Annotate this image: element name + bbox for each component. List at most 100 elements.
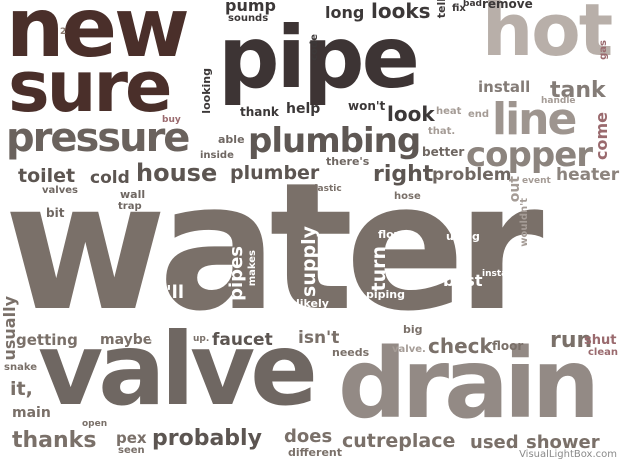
word-old: old bbox=[571, 290, 606, 314]
word-bad: bad bbox=[463, 0, 482, 9]
word-come: come bbox=[592, 112, 611, 160]
word-pipes: pipes bbox=[226, 246, 247, 301]
word-isnt: isn't bbox=[298, 328, 340, 348]
word-theres: there's bbox=[326, 155, 370, 168]
word-trap: trap bbox=[118, 201, 142, 212]
word-buy: buy bbox=[162, 115, 181, 125]
word-shower: shower bbox=[526, 432, 600, 453]
word-check: check bbox=[428, 334, 493, 358]
word-look: look bbox=[387, 102, 435, 126]
word-piping: piping bbox=[366, 288, 405, 301]
word-installed: installed bbox=[482, 269, 526, 279]
word-different: different bbox=[288, 446, 342, 459]
word-inside: inside bbox=[200, 150, 234, 161]
word-bit: bit bbox=[46, 206, 65, 220]
word-handle: handle bbox=[541, 96, 576, 106]
word-floor: floor bbox=[492, 339, 524, 353]
word-that: that. bbox=[428, 126, 456, 137]
word-problem: problem bbox=[432, 165, 512, 185]
word-unless: unless bbox=[576, 229, 613, 240]
word-seen: seen bbox=[118, 445, 145, 456]
word-plumber: plumber bbox=[230, 162, 320, 184]
word-wouldnt: wouldn't bbox=[519, 198, 530, 247]
word-turn: turn bbox=[368, 246, 390, 292]
word-heat: heat bbox=[436, 106, 462, 117]
word-getting: getting bbox=[16, 331, 78, 349]
word-little: little bbox=[82, 298, 103, 346]
word-line: line bbox=[492, 94, 577, 145]
word-thanks: thanks bbox=[12, 428, 97, 453]
word-remove: remove bbox=[482, 0, 533, 11]
word-install: install bbox=[478, 78, 531, 96]
word-used: used bbox=[470, 432, 519, 453]
word-tell: tell bbox=[435, 0, 448, 19]
word-heater: heater bbox=[556, 165, 620, 185]
word-valve-dot: valve. bbox=[392, 344, 426, 355]
word-cut: cut bbox=[342, 430, 376, 452]
word-hose: hose bbox=[394, 191, 421, 202]
word-copper: copper bbox=[466, 135, 593, 175]
word-sounds: sounds bbox=[228, 13, 269, 24]
word-tank: tank bbox=[550, 78, 606, 103]
watermark-text: VisualLightBox.com bbox=[519, 449, 617, 460]
word-run: run bbox=[550, 328, 593, 353]
word-cold: cold bbox=[90, 168, 130, 188]
word-makes: makes bbox=[247, 250, 258, 287]
word-new: new bbox=[6, 0, 190, 76]
word-ill: i'll bbox=[160, 282, 185, 303]
word-plastic: plastic bbox=[308, 184, 342, 194]
word-two: 2 bbox=[60, 27, 67, 37]
word-long: long bbox=[325, 3, 365, 22]
word-looks: looks bbox=[371, 0, 431, 23]
word-up: up. bbox=[193, 334, 210, 344]
word-using: using bbox=[446, 230, 480, 243]
word-valves: valves bbox=[42, 185, 78, 196]
word-plumbing: plumbing bbox=[248, 121, 421, 161]
word-house: house bbox=[136, 159, 218, 187]
word-clean: clean bbox=[588, 347, 619, 358]
word-shut: shut bbox=[584, 333, 617, 348]
word-probably: probably bbox=[152, 426, 262, 451]
word-replace: replace bbox=[376, 430, 456, 452]
word-pressure: pressure bbox=[6, 115, 190, 161]
word-end: end bbox=[468, 109, 490, 120]
word-water: water bbox=[4, 145, 544, 350]
word-snake: snake bbox=[4, 362, 37, 373]
word-sink: sink bbox=[144, 306, 162, 341]
word-air: air bbox=[573, 244, 601, 265]
word-faucet: faucet bbox=[212, 330, 273, 350]
word-looking: looking bbox=[200, 68, 213, 114]
word-event: event bbox=[522, 176, 551, 186]
word-hot: hot bbox=[482, 0, 613, 72]
word-wall: wall bbox=[120, 188, 146, 201]
word-best: best bbox=[443, 271, 483, 290]
word-said: said bbox=[518, 300, 529, 324]
word-thank: thank bbox=[240, 105, 279, 119]
word-pex: pex bbox=[116, 429, 147, 447]
word-supply: supply bbox=[298, 226, 320, 297]
word-does: does bbox=[284, 426, 333, 447]
word-likely: likely bbox=[296, 297, 329, 310]
word-maybe: maybe bbox=[100, 332, 153, 348]
word-valve: valve bbox=[38, 311, 318, 428]
word-drain: drain bbox=[338, 328, 600, 440]
word-sure: sure bbox=[8, 46, 172, 128]
word-big: big bbox=[403, 323, 423, 336]
word-doing: doing bbox=[570, 313, 618, 331]
word-pump: pump bbox=[225, 0, 276, 15]
word-usually: usually bbox=[0, 296, 19, 361]
word-coming: coming bbox=[296, 311, 333, 321]
word-main: main bbox=[12, 405, 51, 421]
word-pipe: pipe bbox=[218, 8, 420, 108]
word-fix: fix bbox=[452, 3, 466, 14]
word-better: better bbox=[422, 145, 465, 159]
word-wont: won't bbox=[348, 99, 386, 113]
word-needs: needs bbox=[332, 346, 370, 359]
word-open: open bbox=[82, 419, 108, 429]
word-code: code bbox=[309, 34, 320, 61]
word-help: help bbox=[286, 101, 321, 117]
word-it: it, bbox=[10, 378, 33, 400]
word-right: right bbox=[373, 162, 434, 187]
word-toilet: toilet bbox=[18, 165, 76, 187]
